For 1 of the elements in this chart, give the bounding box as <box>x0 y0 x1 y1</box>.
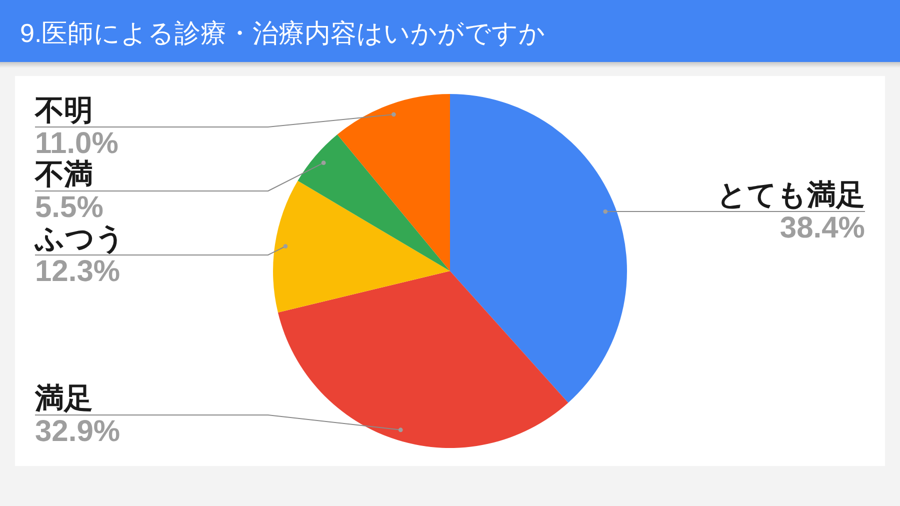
title: 9.医師による診療・治療内容はいかがですか <box>20 18 546 48</box>
